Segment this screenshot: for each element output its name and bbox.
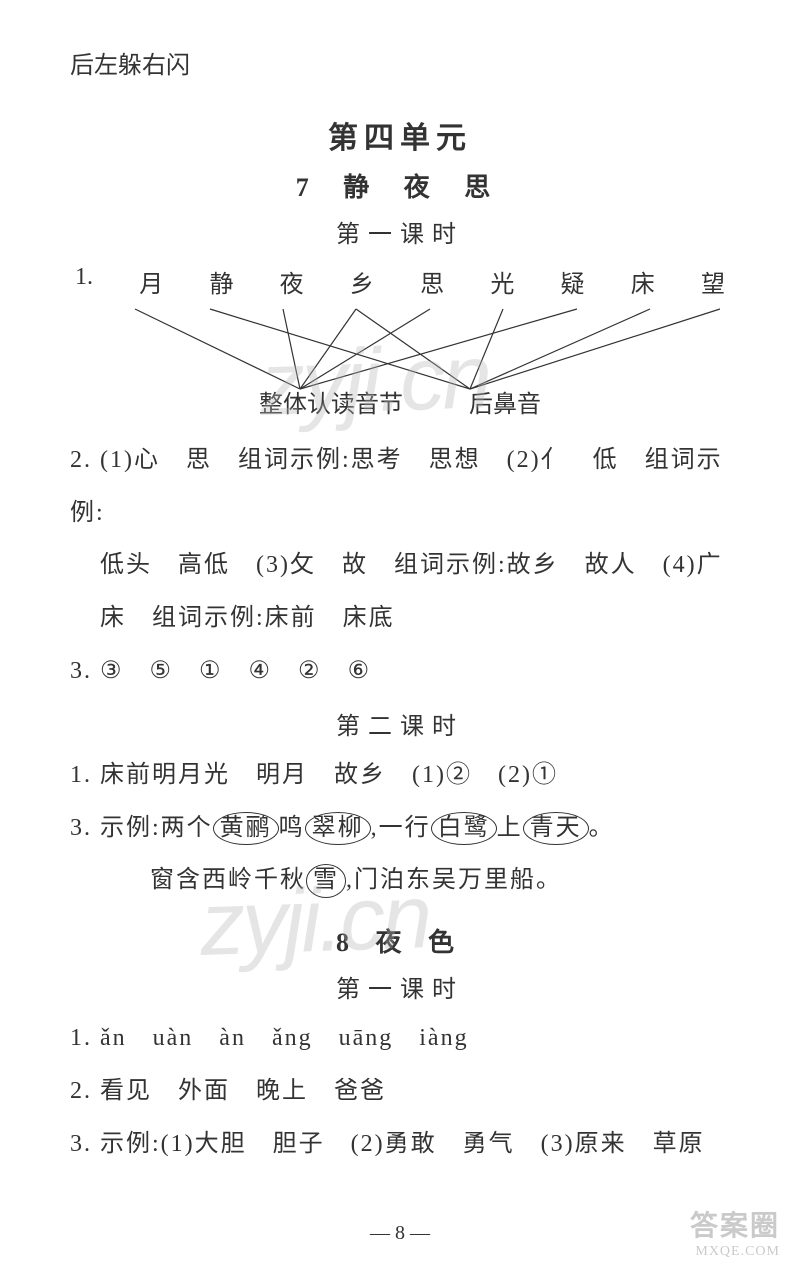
oval-word: 黄鹂 [213, 812, 279, 845]
q1-char: 乡 [350, 264, 374, 299]
s2q3-line2a: 窗含西岭千秋 [150, 867, 306, 893]
unit-title: 第四单元 [70, 113, 730, 157]
l8q2-line: 2. 看见 外面 晚上 爸爸 [70, 1065, 730, 1118]
oval-word: 雪 [306, 864, 346, 897]
s2q3-mid: ,一行 [371, 815, 431, 841]
s2q3-mid: 鸣 [279, 815, 305, 841]
q2-line1: 2. (1)心 思 组词示例:思考 思想 (2)亻 低 组词示例: [70, 434, 730, 540]
lesson7-session1: 第一课时 [70, 214, 730, 249]
footer-logo: 答案圈 MXQE.COM [690, 1204, 780, 1260]
l8q3-line: 3. 示例:(1)大胆 胆子 (2)勇敢 勇气 (3)原来 草原 [70, 1118, 730, 1171]
lesson8-title: 8 夜 色 [70, 922, 730, 959]
lesson7-session2: 第二课时 [70, 706, 730, 741]
q1-char: 思 [420, 264, 444, 299]
lesson7-title: 7 静 夜 思 [70, 167, 730, 204]
q1-char: 床 [631, 264, 655, 299]
s2q3-line1: 3. 示例:两个黄鹂鸣翠柳,一行白鹭上青天。 [70, 802, 730, 855]
s2q3-line2: 窗含西岭千秋雪,门泊东吴万里船。 [70, 854, 730, 907]
q1-char: 光 [490, 264, 514, 299]
footer-small: MXQE.COM [690, 1244, 780, 1260]
oval-word: 青天 [523, 812, 589, 845]
q1-char: 静 [209, 264, 233, 299]
q1-char: 夜 [280, 264, 304, 299]
s2q3-prefix: 3. 示例:两个 [70, 815, 213, 841]
q1-char: 月 [139, 264, 163, 299]
l8q1-line: 1. ǎn uàn àn ǎng uāng iàng [70, 1012, 730, 1065]
lesson8-session1: 第一课时 [70, 969, 730, 1004]
q1-char: 望 [701, 264, 725, 299]
oval-word: 白鹭 [431, 812, 497, 845]
q2-line3: 床 组词示例:床前 床底 [70, 592, 730, 645]
oval-word: 翠柳 [305, 812, 371, 845]
q3-line: 3. ③ ⑤ ① ④ ② ⑥ [70, 645, 730, 698]
s2q3-line2b: ,门泊东吴万里船。 [346, 867, 562, 893]
matching-diagram [70, 304, 730, 414]
s2q3-suffix: 。 [589, 815, 615, 841]
footer-big: 答案圈 [690, 1204, 780, 1244]
q2-line2: 低头 高低 (3)攵 故 组词示例:故乡 故人 (4)广 [70, 539, 730, 592]
page-number: — 8 — [0, 1222, 800, 1245]
q1-num: 1. [75, 264, 93, 299]
q1-char: 疑 [561, 264, 585, 299]
q1-char-row: 1. 月 静 夜 乡 思 光 疑 床 望 [70, 264, 730, 299]
s2q1-line: 1. 床前明月光 明月 故乡 (1)② (2)① [70, 749, 730, 802]
top-line: 后左躲右闪 [70, 40, 730, 93]
s2q3-mid: 上 [497, 815, 523, 841]
